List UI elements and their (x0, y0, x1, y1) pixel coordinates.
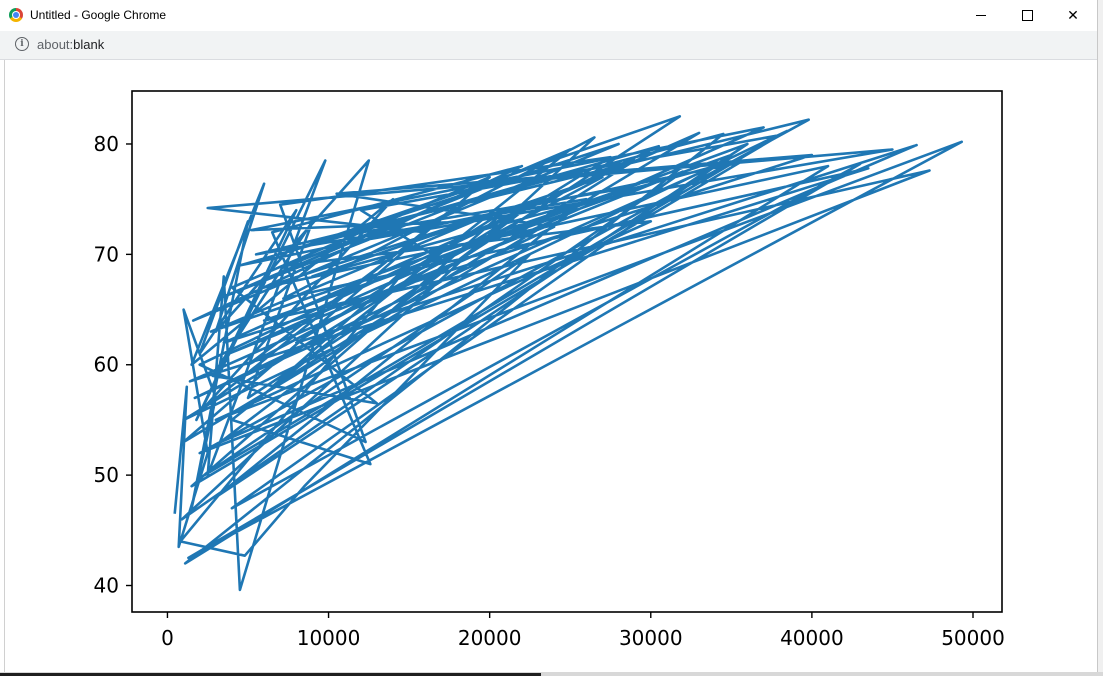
x-tick-label: 50000 (941, 626, 1005, 650)
y-tick-label: 40 (94, 574, 119, 598)
maximize-button[interactable] (1004, 0, 1050, 31)
url-path: blank (73, 37, 105, 52)
x-axis: 0 10000 20000 30000 40000 50000 (161, 612, 1005, 650)
window-title: Untitled - Google Chrome (30, 8, 167, 22)
taskbar-edge (0, 673, 541, 676)
close-button[interactable]: ✕ (1050, 0, 1096, 31)
info-icon[interactable]: i (15, 37, 29, 51)
minimize-icon (976, 15, 986, 16)
y-tick-label: 80 (94, 132, 119, 156)
url-text[interactable]: about:blank (37, 37, 104, 52)
bottom-strip (0, 672, 1103, 676)
series-line-0 (173, 115, 964, 592)
y-tick-label: 60 (94, 353, 119, 377)
plot-frame (131, 90, 1003, 613)
x-tick-label: 40000 (780, 626, 844, 650)
plot-series (173, 115, 964, 592)
y-tick-label: 70 (94, 242, 119, 266)
x-tick-label: 30000 (619, 626, 683, 650)
y-axis: 40 50 60 70 80 (94, 132, 132, 598)
x-tick-label: 0 (161, 626, 174, 650)
x-tick-label: 10000 (297, 626, 361, 650)
x-tick-label: 20000 (458, 626, 522, 650)
minimize-button[interactable] (958, 0, 1004, 31)
background-window-edge (1097, 0, 1103, 676)
url-scheme: about: (37, 37, 74, 52)
chrome-logo-icon (9, 8, 23, 22)
close-icon: ✕ (1067, 7, 1079, 24)
maximize-icon (1021, 10, 1033, 21)
address-bar[interactable] (0, 31, 1097, 60)
y-tick-label: 50 (94, 463, 119, 487)
